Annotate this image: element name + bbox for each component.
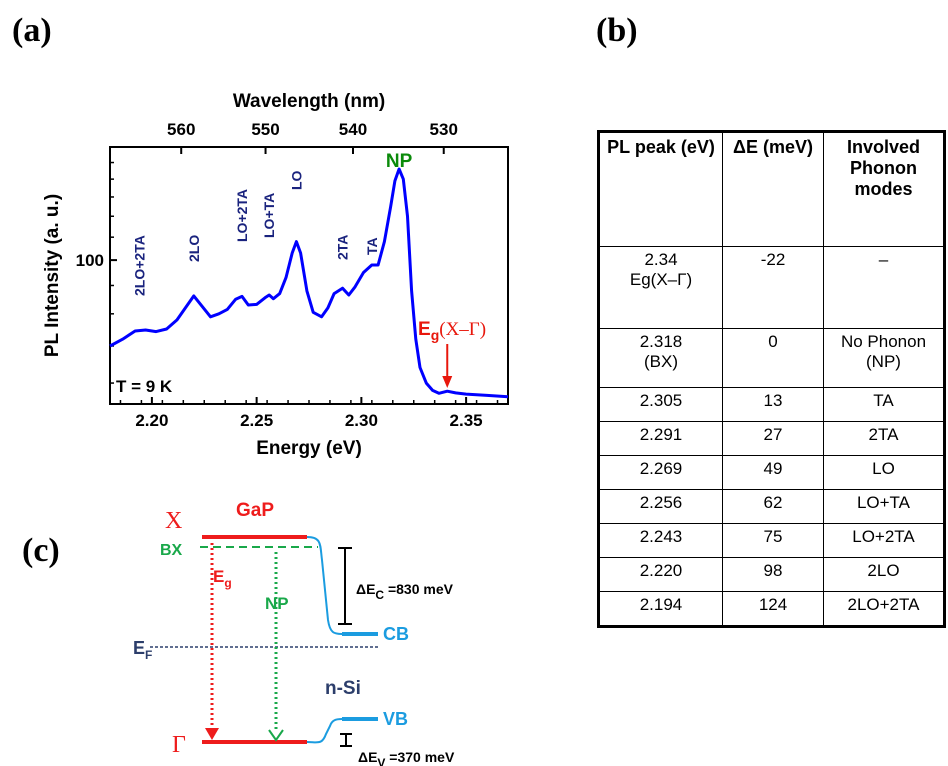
y-tick-label: 100 [76,251,104,270]
phonon-modes-table: PL peak (eV) ΔE (meV) Involved Phonon mo… [597,130,946,628]
peak-label: 2TA [335,235,351,260]
table-cell: No Phonon (NP) [823,328,945,388]
np-arrowhead [268,729,284,742]
y-axis-title: PL Intensity (a. u.) [42,194,63,357]
table-cell: 2.194 [598,591,723,627]
table-cell: LO [823,455,945,490]
table-row: 2.269 49 LO [598,455,945,490]
x-axis-title: Energy (eV) [256,438,362,459]
bx-label: BX [160,542,183,559]
cb-bending-curve [306,536,343,635]
table-row: 2.305 13 TA [598,387,945,422]
table-row: 2.194 124 2LO+2TA [598,591,945,627]
table-cell: 2LO [823,557,945,592]
peak-label: 2LO+2TA [131,235,147,296]
n-si-label: n-Si [325,678,361,699]
table-cell: 98 [722,557,824,592]
eg-label: Eg(X–Γ) [418,319,486,343]
table-cell: 2LO+2TA [823,591,945,627]
peak-label: LO [288,170,304,190]
x-tick-label: 2.25 [240,411,273,430]
panel-label-b: (b) [596,12,638,49]
table-cell: – [823,246,945,329]
top-axis-title: Wavelength (nm) [233,91,385,112]
gap-label: GaP [236,500,274,521]
table-row: 2.318 (BX) 0 No Phonon (NP) [598,328,945,388]
header-pl-peak: PL peak (eV) [598,131,723,247]
top-tick-label: 540 [339,120,367,139]
np-diagram-label: NP [265,594,289,613]
eg-diagram-label: Eg [213,567,232,590]
np-peak-label: NP [386,151,413,172]
fermi-label: EF [133,638,152,662]
top-tick-label: 560 [167,120,195,139]
x-point-label: X [165,508,182,534]
peak-label: LO+TA [261,193,277,238]
delta-ev-label: ΔEV =370 meV [358,749,455,766]
header-delta-e: ΔE (meV) [722,131,824,247]
panel-label-a: (a) [12,12,52,49]
table-cell: 2TA [823,421,945,456]
top-tick-label: 550 [251,120,279,139]
vb-bending-curve [306,718,343,744]
table-cell: 2.318 (BX) [598,328,723,388]
peak-label: LO+2TA [234,189,250,242]
x-tick-label: 2.20 [135,411,168,430]
table-cell: 62 [722,489,824,524]
peak-label: TA [364,237,380,255]
cb-label: CB [383,624,409,644]
eg-arrowhead [205,728,219,740]
table-cell: 49 [722,455,824,490]
temperature-label: T = 9 K [116,377,173,396]
table-cell: 75 [722,523,824,558]
top-tick-label: 530 [430,120,458,139]
table-cell: -22 [722,246,824,329]
x-tick-label: 2.35 [450,411,483,430]
eg-arrow-head [442,376,453,388]
table-cell: 2.34 Eɡ(X–Γ) [598,246,723,329]
delta-ec-label: ΔEC =830 meV [356,581,454,602]
table-cell: 2.269 [598,455,723,490]
table-row: 2.256 62 LO+TA [598,489,945,524]
table-cell: 2.291 [598,421,723,456]
table-row: 2.220 98 2LO [598,557,945,592]
table-cell: 124 [722,591,824,627]
pl-spectrum-line [109,167,509,399]
gamma-point-label: Γ [172,732,186,758]
table-cell: LO+2TA [823,523,945,558]
vb-label: VB [383,709,408,729]
x-tick-label: 2.30 [345,411,378,430]
table-cell: LO+TA [823,489,945,524]
panel-label-c: (c) [22,532,60,569]
table-row: 2.34 Eɡ(X–Γ) -22– [598,246,945,329]
table-row: 2.291 27 2TA [598,421,945,456]
peak-label: 2LO [186,235,202,262]
table-cell: 2.256 [598,489,723,524]
